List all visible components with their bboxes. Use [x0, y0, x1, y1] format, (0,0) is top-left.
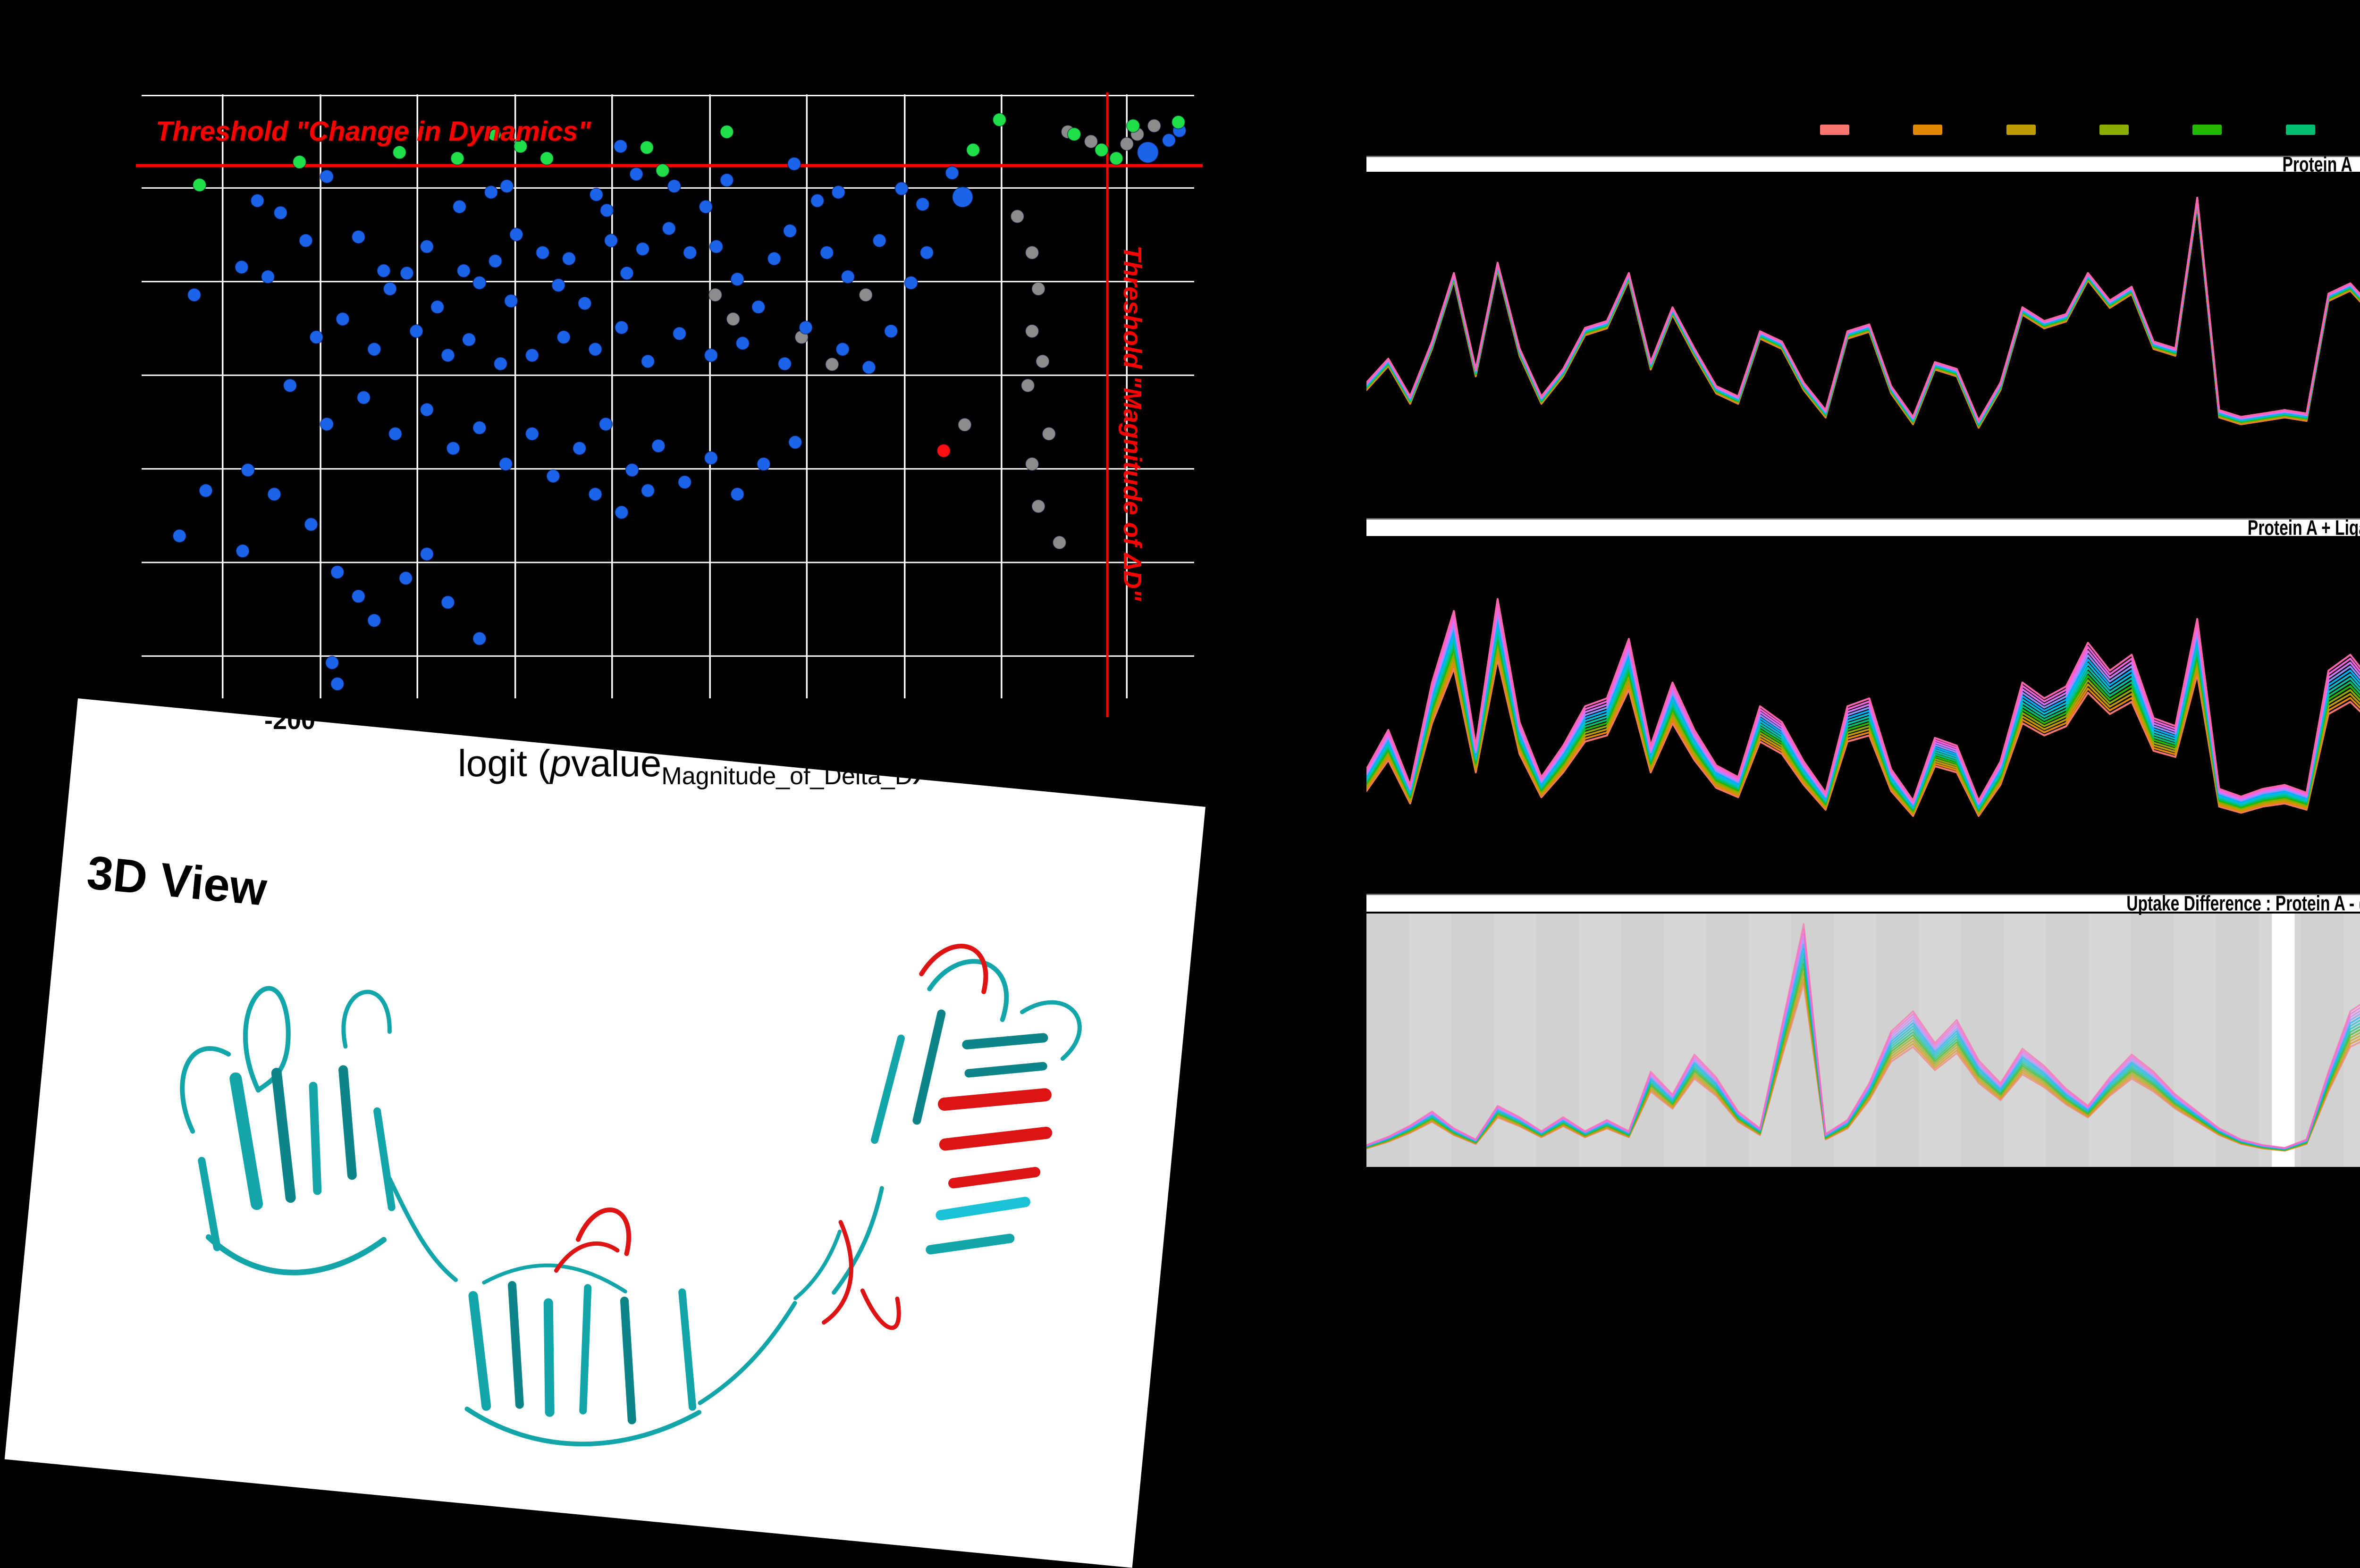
legend-swatch-6[interactable] — [2285, 125, 2315, 135]
panel-title-protein-a-ligand-text: Protein A + Ligand — [2248, 516, 2360, 539]
3d-view-panel[interactable]: 3D View — [4, 698, 1205, 1568]
axis-title-suffix: ) — [912, 742, 925, 784]
legend-swatch-1[interactable] — [1820, 125, 1849, 135]
legend-swatch-4[interactable] — [2099, 125, 2129, 135]
panel-title-protein-a: Protein A — [1366, 152, 2360, 176]
panel-title-protein-a-ligand: Protein A + Ligand — [1366, 516, 2360, 539]
volcano-plot-canvas[interactable] — [136, 92, 1203, 717]
panel-title-uptake-difference-text: Uptake Difference : Protein A - (Protein… — [2126, 891, 2360, 915]
axis-title-prefix: logit ( — [458, 742, 550, 784]
legend-swatch-3[interactable] — [2006, 125, 2036, 135]
legend-swatch-2[interactable] — [1913, 125, 1943, 135]
axis-title-value: value — [571, 742, 662, 784]
threshold-magnitude-label: Threshold "Magnitude of ΔD" — [1118, 245, 1146, 601]
legend-swatch-5[interactable] — [2192, 125, 2222, 135]
panel-title-uptake-difference: Uptake Difference : Protein A - (Protein… — [1366, 891, 2360, 915]
axis-title-p: p — [550, 742, 572, 784]
volcano-plot[interactable] — [136, 92, 1203, 717]
threshold-change-in-dynamics-label: Threshold "Change in Dynamics" — [156, 116, 591, 147]
x-axis-tick-label: -200 — [264, 706, 316, 735]
uptake-chart-protein-a[interactable] — [1366, 174, 2360, 516]
uptake-chart-protein-a-ligand[interactable] — [1366, 538, 2360, 893]
axis-title-subscript: Magnitude_of_Delta_D — [661, 763, 913, 790]
timepoint-legend — [1820, 125, 2360, 135]
x-axis-title: logit (pvalueMagnitude_of_Delta_D) — [373, 742, 1010, 790]
protein-ribbon-structure[interactable] — [77, 813, 1153, 1540]
panel-title-protein-a-text: Protein A — [2282, 152, 2353, 176]
uptake-difference-chart[interactable] — [1366, 914, 2360, 1167]
